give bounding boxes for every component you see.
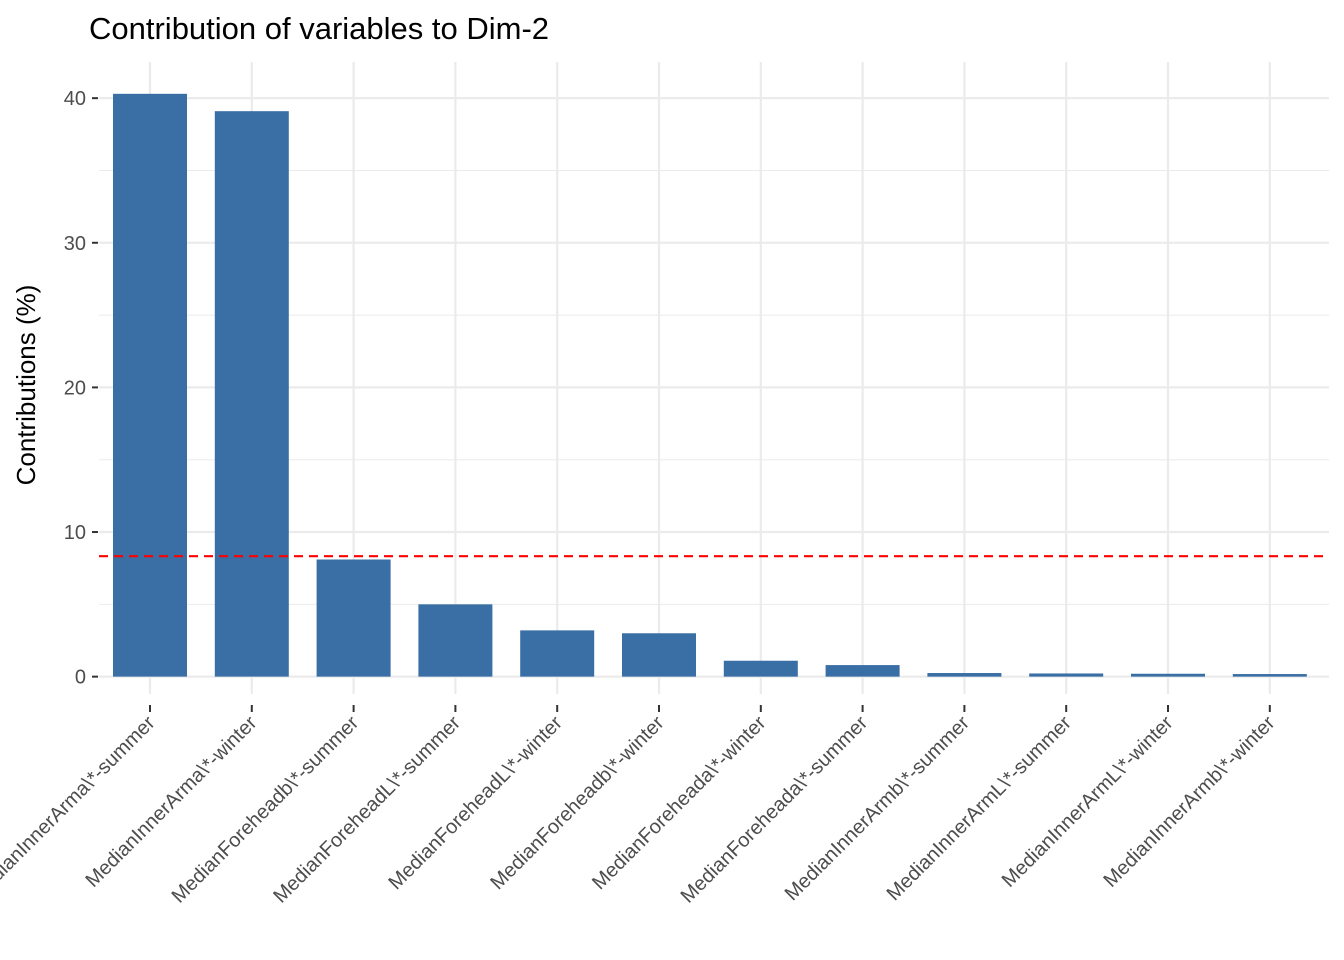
bar — [1029, 673, 1104, 677]
x-tick-label: MedianInnerArmb\*-winter — [1099, 712, 1279, 892]
bar — [622, 633, 696, 677]
bars-layer — [113, 93, 1307, 677]
bar — [316, 559, 391, 677]
bar — [723, 660, 798, 677]
x-tick-label: MedianForeheadL\*-winter — [385, 712, 567, 894]
y-tick-label: 10 — [64, 522, 86, 544]
y-tick-label: 40 — [64, 88, 86, 110]
bar — [113, 93, 187, 677]
y-axis-title: Contributions (%) — [11, 285, 41, 486]
x-tick-label: MedianInnerArma\*-summer — [0, 712, 160, 905]
x-tick-label: MedianInnerArmL\*-winter — [998, 712, 1178, 892]
x-tick-label: MedianInnerArmb\*-summer — [781, 712, 974, 905]
x-tick-label: MedianInnerArmL\*-summer — [883, 712, 1076, 905]
bar — [214, 111, 289, 677]
y-tick-label: 20 — [64, 377, 86, 399]
x-tick-label: MedianForeheadb\*-winter — [486, 712, 668, 894]
x-tick-label: MedianForeheadL\*-summer — [269, 712, 465, 908]
y-tick-label: 0 — [75, 667, 86, 689]
x-tick-label: MedianForeheada\*-winter — [588, 712, 770, 894]
bar — [825, 665, 900, 677]
x-tick-label: MedianForeheadb\*-summer — [168, 712, 364, 908]
bar — [418, 604, 493, 677]
y-axis: 0 10 20 30 40 — [64, 88, 98, 689]
y-tick-label: 30 — [64, 233, 86, 255]
bar — [927, 673, 1002, 677]
x-tick-label: MedianInnerArma\*-winter — [81, 712, 261, 892]
bar — [1232, 674, 1307, 677]
x-tick-label: MedianForeheada\*-summer — [677, 712, 873, 908]
chart-title: Contribution of variables to Dim-2 — [89, 11, 549, 46]
x-axis: MedianInnerArma\*-summerMedianInnerArma\… — [0, 705, 1280, 908]
bar — [1131, 673, 1205, 677]
bar — [520, 630, 595, 677]
